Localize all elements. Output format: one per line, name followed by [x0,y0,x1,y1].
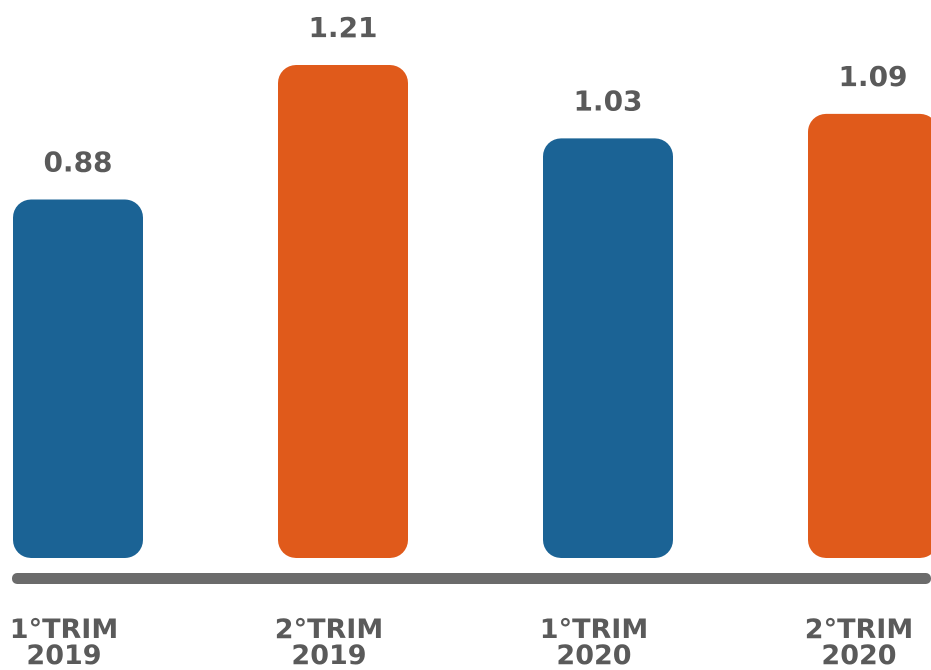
x-tick-label-1: 1°TRIM 2019 [10,614,118,670]
value-label-2: 1.21 [308,11,377,44]
value-labels-group: 0.88 1.21 1.03 1.09 [43,11,907,178]
x-tick-label-3: 1°TRIM 2020 [540,614,648,670]
tick-year-text: 2020 [821,640,896,670]
x-tick-label-4: 2°TRIM 2020 [805,614,913,670]
tick-quarter-text: 2°TRIM [275,614,383,645]
tick-quarter-text: 1°TRIM [540,614,648,645]
x-tick-label-2: 2°TRIM 2019 [275,614,383,670]
tick-quarter-text: 1°TRIM [10,614,118,645]
tick-year-text: 2020 [556,640,631,670]
tick-year-text: 2019 [26,640,101,670]
x-axis-baseline [12,573,931,584]
value-label-3: 1.03 [573,84,642,117]
bar-2 [278,65,408,558]
value-label-1: 0.88 [43,145,112,178]
bar-4 [808,113,931,558]
bars-group [13,65,931,559]
bar-1 [13,199,143,559]
tick-year-text: 2019 [291,640,366,670]
tick-quarter-text: 2°TRIM [805,614,913,645]
bar-3 [543,138,673,558]
value-label-4: 1.09 [838,60,907,93]
